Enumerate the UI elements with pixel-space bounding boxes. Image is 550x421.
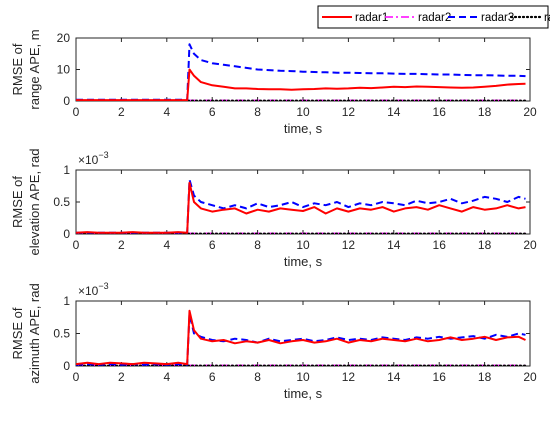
x-tick-label: 20 [523, 370, 537, 384]
x-tick-label: 12 [342, 370, 356, 384]
y-axis-label-line-1: RMSE of [10, 43, 25, 95]
x-tick-label: 10 [296, 105, 310, 119]
x-tick-label: 18 [478, 238, 492, 252]
series-line-radar1 [76, 181, 526, 234]
legend: radar1 radar2 radar3 radar4 [317, 5, 550, 29]
x-tick-label: 8 [254, 370, 261, 384]
y-axis-label-line-2: azimuth APE, rad [27, 283, 42, 383]
x-axis-label: time, s [284, 254, 323, 269]
x-tick-label: 14 [387, 370, 401, 384]
range-rmse-panel: 0 2 4 6 8 10 12 14 16 18 20 0 10 20 time, s RMSE of rang… [10, 29, 537, 136]
x-tick-label: 12 [342, 105, 356, 119]
x-tick-label: 16 [433, 238, 447, 252]
y-tick-label: 20 [57, 31, 71, 45]
elevation-rmse-panel: 0 2 4 6 8 10 12 14 16 18 20 0 0.5 1 ×10−3 time, s RMSE o… [10, 149, 537, 269]
y-tick-label: 0.5 [53, 195, 70, 209]
y-axis-label-line-2: range APE, m [27, 29, 42, 109]
legend-box [317, 5, 549, 29]
y-tick-label: 0 [63, 227, 70, 241]
legend-label-radar4: radar4 [544, 12, 550, 24]
y-tick-label: 1 [63, 294, 70, 308]
x-tick-label: 4 [163, 370, 170, 384]
y-tick-label: 0 [63, 359, 70, 373]
x-tick-label: 6 [209, 105, 216, 119]
x-tick-label: 20 [523, 105, 537, 119]
legend-label-radar3: radar3 [481, 12, 514, 24]
x-tick-label: 14 [387, 105, 401, 119]
series-line-radar1 [76, 309, 526, 366]
y-tick-label: 0 [63, 94, 70, 108]
y-tick-label: 10 [57, 63, 71, 77]
range-axes-box [75, 37, 531, 102]
x-tick-label: 10 [296, 370, 310, 384]
x-tick-label: 12 [342, 238, 356, 252]
y-axis-label-line-2: elevation APE, rad [27, 149, 42, 256]
x-tick-label: 0 [73, 105, 80, 119]
x-tick-label: 16 [433, 105, 447, 119]
legend-label-radar1: radar1 [355, 12, 388, 24]
x-tick-label: 14 [387, 238, 401, 252]
y-tick-label: 1 [63, 163, 70, 177]
x-tick-label: 10 [296, 238, 310, 252]
y-tick-label: 0.5 [53, 327, 70, 341]
x-tick-label: 2 [118, 370, 125, 384]
x-tick-label: 18 [478, 370, 492, 384]
x-tick-label: 8 [254, 238, 261, 252]
y-axis-label-line-1: RMSE of [10, 176, 25, 228]
x-tick-label: 16 [433, 370, 447, 384]
legend-label-radar2: radar2 [418, 12, 451, 24]
azimuth-axes-box [75, 300, 531, 367]
x-tick-label: 8 [254, 105, 261, 119]
x-tick-label: 0 [73, 238, 80, 252]
series-line-radar1 [76, 68, 526, 101]
x-tick-label: 18 [478, 105, 492, 119]
y-exponent-label: ×10−3 [78, 150, 109, 167]
x-tick-label: 4 [163, 105, 170, 119]
x-tick-label: 2 [118, 105, 125, 119]
x-tick-label: 6 [209, 238, 216, 252]
elevation-axes-box [75, 169, 531, 235]
x-tick-label: 4 [163, 238, 170, 252]
x-tick-label: 6 [209, 370, 216, 384]
x-tick-label: 20 [523, 238, 537, 252]
x-axis-label: time, s [284, 121, 323, 136]
x-tick-label: 2 [118, 238, 125, 252]
x-axis-label: time, s [284, 386, 323, 401]
y-axis-label-line-1: RMSE of [10, 307, 25, 359]
azimuth-rmse-panel: 0 2 4 6 8 10 12 14 16 18 20 0 0.5 1 ×10−3 time, s RMSE o… [10, 281, 537, 401]
x-tick-label: 0 [73, 370, 80, 384]
y-exponent-label: ×10−3 [78, 281, 109, 298]
